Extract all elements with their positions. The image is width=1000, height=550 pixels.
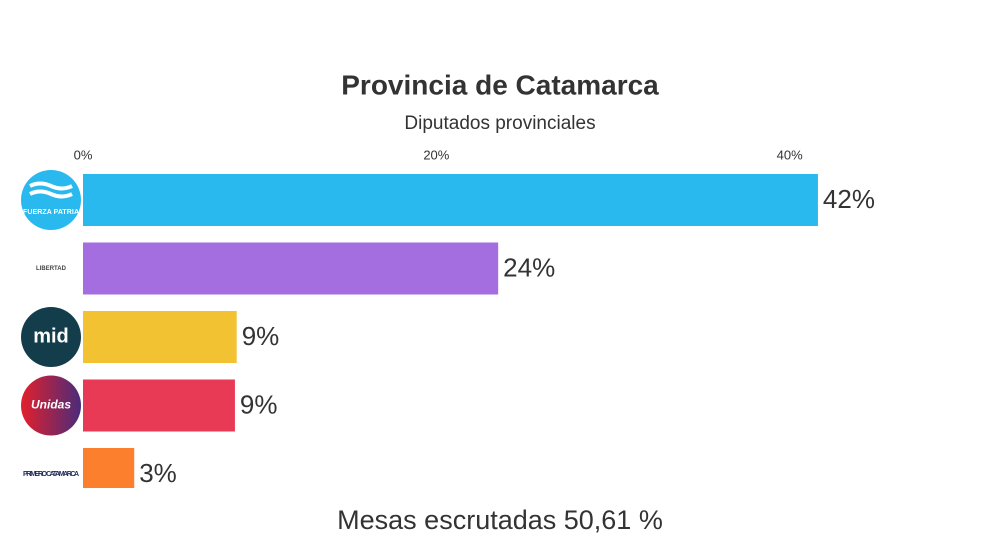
value-label: 9% xyxy=(240,389,278,419)
party-logo xyxy=(21,238,81,299)
value-label: 3% xyxy=(139,458,177,488)
x-tick-label: 0% xyxy=(74,147,93,162)
value-label: 9% xyxy=(242,321,280,351)
party-logo xyxy=(21,444,81,488)
bar xyxy=(83,448,135,488)
footer-note: Mesas escrutadas 50,61 % xyxy=(337,505,663,535)
chart-title: Provincia de Catamarca xyxy=(341,69,659,100)
logo-stripe xyxy=(29,181,73,191)
party-logo xyxy=(21,375,81,436)
x-tick-label: 40% xyxy=(777,147,803,162)
category-label: mid xyxy=(33,325,69,347)
x-tick-label: 20% xyxy=(423,147,449,162)
plot-area: 42% FUERZA PATRIA 24% LIBERTAD 9% mid 9% Unidas… xyxy=(21,170,875,488)
logo-stripe xyxy=(29,189,73,199)
category-label: FUERZA PATRIA xyxy=(23,209,79,216)
party-logo xyxy=(21,170,81,230)
party-logo xyxy=(21,307,81,367)
category-label: LIBERTAD xyxy=(36,266,67,272)
value-label: 24% xyxy=(503,252,555,282)
bar xyxy=(83,174,818,226)
category-label: Unidas xyxy=(31,398,71,412)
value-label: 42% xyxy=(823,184,875,214)
bar xyxy=(83,242,499,295)
category-label: PRIMERO CATAMARCA xyxy=(23,471,79,478)
bar xyxy=(83,379,235,432)
bar xyxy=(83,311,237,363)
chart-subtitle: Diputados provinciales xyxy=(404,113,595,134)
